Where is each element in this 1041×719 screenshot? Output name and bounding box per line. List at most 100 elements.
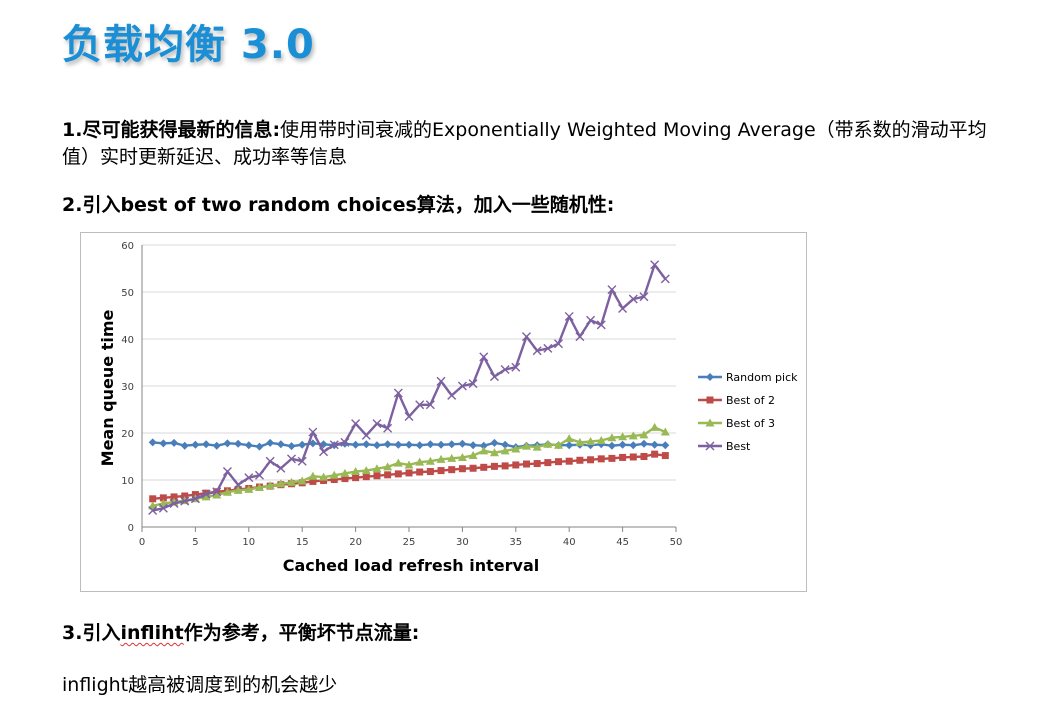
series-best-of-2-point	[149, 495, 157, 503]
series-best-point	[329, 440, 339, 450]
series-random-pick-point	[298, 440, 307, 449]
section-3-text: 3.引入infliht作为参考，平衡坏节点流量:	[62, 620, 419, 647]
series-best-of-3-point	[586, 436, 596, 445]
x-tick-label: 15	[296, 537, 309, 548]
series-best-point	[457, 381, 467, 391]
series-best-of-3-point	[287, 477, 297, 486]
queue-time-chart: 0 10 20 30 40 50 60 0 5 10 15 20 25 30 35 40 45 50 Mean q…	[80, 232, 807, 592]
series-best-of-3-point	[489, 448, 499, 457]
series-best-point	[607, 285, 617, 295]
series-random-pick-point	[372, 441, 381, 450]
series-best-point	[425, 400, 435, 410]
series-random-pick-point	[618, 440, 627, 449]
legend-label: Best	[726, 440, 751, 453]
series-best-of-2-point	[394, 470, 402, 478]
series-random-pick-point	[565, 441, 574, 450]
series-best-of-2-point	[661, 452, 669, 460]
series-best-of-3-point	[361, 466, 371, 475]
series-best-of-3-point	[457, 452, 467, 461]
series-random-pick-point	[650, 440, 659, 449]
series-best-of-2-point	[629, 453, 637, 461]
series-best-of-2-point	[373, 472, 381, 480]
x-tick-label: 40	[563, 537, 576, 548]
series-best-of-2-point	[490, 462, 498, 470]
x-tick-label: 5	[192, 537, 198, 548]
series-best-of-2-point	[480, 463, 488, 471]
series-best-point	[628, 294, 638, 304]
series-best-point	[158, 503, 168, 513]
series-random-pick-point	[362, 440, 371, 449]
series-best-of-3-point	[468, 451, 478, 460]
series-best-point	[190, 494, 200, 504]
page-title: 负载均衡 3.0	[62, 22, 315, 68]
series-best-point	[596, 320, 606, 330]
series-best-of-2-point	[555, 458, 563, 466]
section-2-text: 2.引入best of two random choices算法，加入一些随机性…	[62, 194, 615, 216]
series-random-pick-point	[266, 438, 275, 447]
series-random-pick-point	[405, 440, 413, 449]
series-best-of-3-point	[319, 472, 329, 481]
series-best-of-2-point	[512, 461, 520, 469]
series-random-pick-point	[255, 442, 264, 451]
series-best-of-3-point	[425, 456, 435, 465]
series-best-point	[233, 480, 243, 490]
series-best-of-3-point	[244, 484, 254, 493]
series-best-of-2-point	[159, 494, 167, 502]
series-random-pick-point	[287, 442, 296, 451]
series-random-pick-point	[212, 441, 221, 450]
series-random-pick-point	[223, 439, 232, 448]
series-random-pick-point	[469, 441, 478, 450]
series-best-of-3-point	[521, 441, 531, 450]
x-tick-label: 30	[456, 537, 469, 548]
y-tick-label: 0	[128, 523, 134, 534]
series-best-point	[543, 343, 553, 353]
series-best-of-3-point	[212, 490, 222, 499]
series-random-pick-point	[383, 440, 392, 449]
section-1-body: 使用带时间衰减的Exponentially Weighted Moving Av…	[62, 119, 987, 168]
series-best-of-3-point	[564, 434, 574, 443]
series-random-pick-point	[308, 439, 317, 448]
series-best-of-3-point	[532, 442, 542, 451]
series-best-of-2-point	[576, 456, 584, 464]
series-best-point	[265, 456, 275, 466]
series-best-of-3-point	[543, 439, 553, 448]
series-best-of-3-point	[628, 431, 638, 440]
series-best-of-3-point	[233, 485, 243, 494]
series-best-of-3-point	[265, 481, 275, 490]
series-best-point	[372, 419, 382, 429]
x-tick-label: 25	[403, 537, 416, 548]
series-best-point	[340, 437, 350, 447]
series-random-pick-point	[447, 440, 456, 449]
series-best-of-3-point	[436, 454, 446, 463]
series-best-point	[180, 496, 190, 506]
x-tick-label: 50	[670, 537, 683, 548]
series-best-of-2-point	[448, 466, 456, 474]
legend-item: Best of 3	[698, 417, 775, 430]
series-best-of-3-point	[201, 492, 211, 501]
series-best-of-2-point	[544, 459, 552, 467]
series-best-of-3-point	[351, 467, 361, 476]
series-best-point	[521, 332, 531, 342]
y-tick-label: 10	[121, 476, 134, 487]
series-random-pick-point	[234, 439, 243, 448]
series-best-point	[276, 463, 286, 473]
series-random-pick-point	[639, 439, 648, 448]
chart-svg: 0 10 20 30 40 50 60 0 5 10 15 20 25 30 35 40 45 50 Mean q…	[98, 241, 798, 575]
series-best-of-2-point	[597, 455, 605, 463]
series-best-of-2-point	[352, 474, 360, 482]
y-tick-label: 30	[121, 382, 134, 393]
series-best-of-2-point	[341, 475, 349, 483]
series-best-of-3-point	[393, 458, 403, 467]
series-best-of-2-point	[384, 471, 392, 479]
series-best-point	[650, 260, 660, 270]
series-best-of-3-point	[650, 422, 660, 431]
series-random-pick-point	[437, 440, 446, 449]
legend-swatch-marker	[705, 418, 715, 427]
series-best-of-2-point	[533, 460, 541, 468]
series-best-point	[586, 315, 596, 325]
series-best-of-3	[148, 422, 670, 510]
section-3-suffix: 作为参考，平衡坏节点流量:	[183, 622, 420, 644]
series-best-point	[254, 470, 264, 480]
series-random-pick-point	[180, 441, 189, 450]
series-best-point	[639, 292, 649, 302]
